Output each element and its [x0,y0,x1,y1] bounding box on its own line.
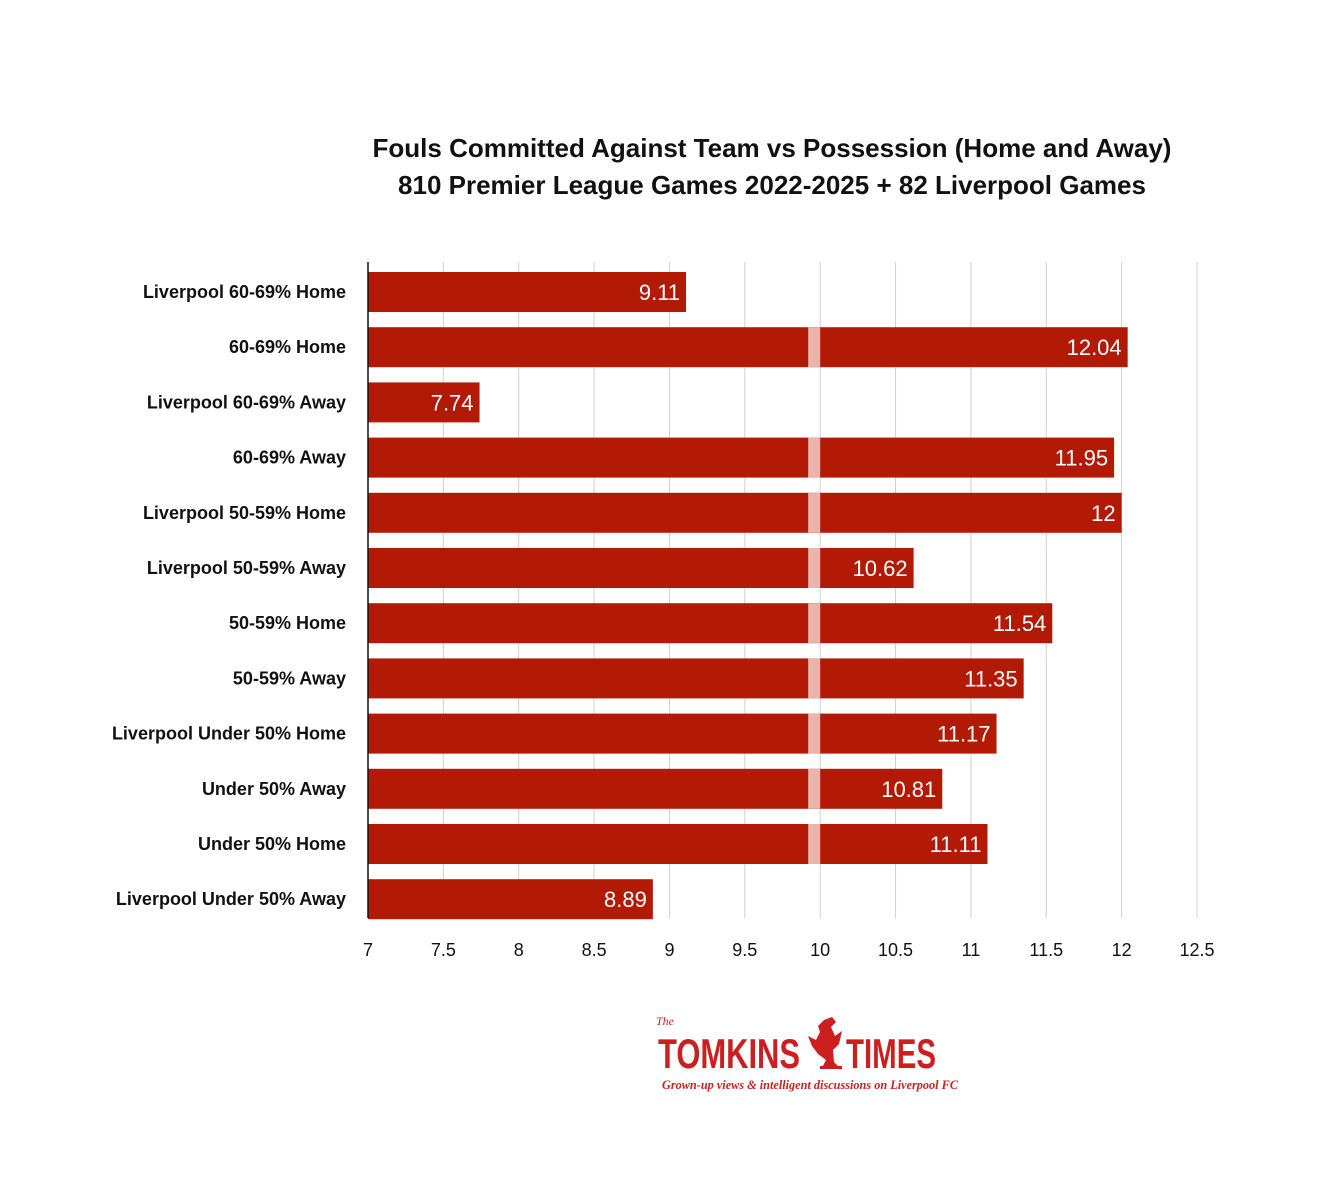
logo-word-right: TIMES [846,1030,936,1077]
category-label: 60-69% Away [233,448,346,468]
category-label: 50-59% Home [229,613,346,633]
bar [368,437,1115,478]
bar [368,548,914,588]
category-label: Liverpool 60-69% Home [143,282,346,302]
bar [368,603,1053,644]
bar [368,382,480,423]
bar [368,713,997,754]
bar [368,879,653,920]
category-label: Liverpool 50-59% Away [147,558,346,578]
category-label: Liverpool 60-69% Away [147,392,346,412]
x-tick-label: 7 [363,940,373,960]
x-axis-ticks: 7 7.5 8 8.5 9 9.5 10 10.5 11 11.5 12 12.5 [363,940,1215,960]
category-labels: Liverpool 60-69% Home 60-69% Home Liverpoo… [112,282,346,909]
data-label: 11.54 [993,611,1046,636]
x-tick-label: 12 [1112,940,1132,960]
bar [368,327,1128,368]
chart-title: Fouls Committed Against Team vs Possessi… [373,133,1172,163]
logo: The TOMKINS TIMES Grown-up views & intel… [656,1014,959,1092]
bars: 9.11 12.04 7.74 11.95 12 10.62 11.54 11.35 11.17… [368,272,1128,920]
data-label: 11.35 [964,666,1017,691]
data-label: 11.17 [937,722,990,747]
category-label: 50-59% Away [233,668,346,688]
data-label: 7.74 [431,390,474,415]
x-tick-label: 12.5 [1179,940,1214,960]
axis-break-band [808,768,821,809]
axis-break-band [808,492,821,533]
data-label: 12.04 [1067,335,1122,360]
data-label: 9.11 [639,280,680,305]
x-tick-label: 7.5 [431,940,456,960]
bar [368,824,988,864]
x-tick-label: 11.5 [1029,940,1063,960]
category-label: Under 50% Home [198,834,346,854]
data-label: 11.11 [930,832,982,857]
bar [368,272,687,312]
x-tick-label: 11 [962,940,981,960]
gridlines [442,262,1198,918]
category-label: Liverpool 50-59% Home [143,503,346,523]
x-tick-label: 8.5 [582,940,607,960]
x-tick-label: 9.5 [732,940,757,960]
category-label: Under 50% Away [202,779,346,799]
data-label: 11.95 [1055,446,1108,471]
data-label: 10.81 [881,777,936,802]
axis-break-band [808,713,821,754]
logo-word-left: TOMKINS [658,1030,800,1077]
x-tick-label: 10.5 [878,940,913,960]
axis-break-band [808,658,821,699]
category-label: Liverpool Under 50% Home [112,724,346,744]
x-tick-label: 8 [514,940,524,960]
axis-break-band [808,824,821,864]
logo-the: The [656,1014,675,1028]
bar [368,768,943,809]
axis-break-band [808,548,821,588]
chart-subtitle: 810 Premier League Games 2022-2025 + 82 … [398,170,1146,200]
bar [368,658,1024,699]
data-label: 12 [1091,501,1115,526]
x-tick-label: 10 [810,940,830,960]
bar [368,492,1122,533]
x-tick-label: 9 [664,940,674,960]
category-label: Liverpool Under 50% Away [116,889,346,909]
category-label: 60-69% Home [229,337,346,357]
data-label: 10.62 [853,556,908,581]
axis-break-band [808,603,821,644]
logo-tagline: Grown-up views & intelligent discussions… [662,1078,959,1092]
axis-break-band [808,437,821,478]
liverbird-icon [808,1017,842,1069]
data-label: 8.89 [604,887,647,912]
axis-break-band [808,327,821,368]
